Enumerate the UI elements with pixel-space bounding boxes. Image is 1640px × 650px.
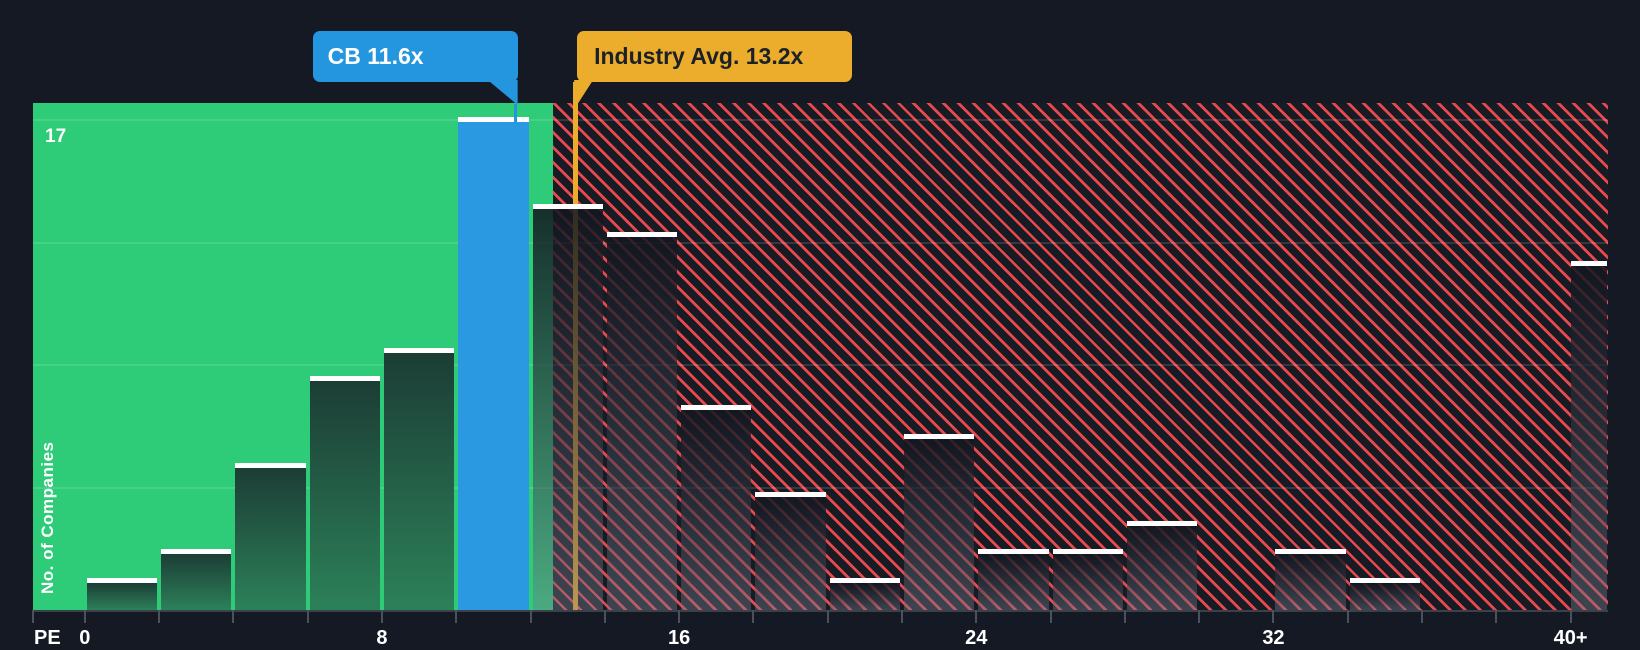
- x-axis-tick: [1421, 610, 1424, 623]
- histogram-bar[interactable]: [978, 549, 1049, 610]
- x-axis-tick: [158, 610, 161, 623]
- x-axis-tick: [752, 610, 755, 623]
- gridline: [33, 486, 1608, 489]
- x-axis-tick: [32, 610, 34, 623]
- industry-avg-tooltip-pointer: [574, 80, 594, 105]
- gridline: [33, 241, 1608, 244]
- x-axis-tick: [900, 610, 903, 623]
- gridline: [33, 364, 1608, 367]
- gridline: [33, 119, 1608, 122]
- x-axis-tick: [1123, 610, 1126, 623]
- histogram-bar[interactable]: [1126, 520, 1198, 610]
- x-axis-label: 40+: [1553, 627, 1588, 649]
- company-marker-tooltip[interactable]: CB 11.6x: [312, 31, 518, 82]
- histogram-bar[interactable]: [1349, 578, 1420, 610]
- histogram-bar[interactable]: [755, 491, 826, 610]
- histogram-bar[interactable]: [86, 578, 158, 610]
- histogram-bar[interactable]: [1275, 549, 1346, 610]
- x-axis-tick: [455, 610, 458, 623]
- histogram-bar[interactable]: [383, 347, 455, 610]
- x-axis-tick: [603, 610, 606, 623]
- histogram-bar[interactable]: [309, 376, 380, 610]
- x-axis-label: 8: [376, 627, 388, 649]
- x-axis-label: 16: [667, 627, 691, 649]
- x-axis-tick: [975, 610, 978, 623]
- x-axis-label: 24: [965, 627, 988, 649]
- x-axis-tick: [83, 610, 86, 623]
- histogram-bar[interactable]: [829, 578, 900, 610]
- x-axis-tick: [232, 610, 235, 623]
- x-axis-tick: [1569, 610, 1572, 623]
- x-axis-tick: [826, 610, 829, 623]
- company-marker-label: CB 11.6x: [327, 43, 424, 69]
- x-axis-tick: [678, 610, 681, 623]
- histogram-bar[interactable]: [1571, 261, 1608, 610]
- x-axis-tick: [1198, 610, 1201, 623]
- company-tooltip-pointer: [487, 80, 518, 105]
- x-axis-unit-label: PE: [34, 627, 61, 649]
- industry-avg-label: Industry Avg. 13.2x: [594, 43, 804, 69]
- x-axis-tick: [1272, 610, 1275, 623]
- industry-avg-tooltip[interactable]: Industry Avg. 13.2x: [577, 31, 853, 82]
- above-company-hatch-zone: [553, 103, 1608, 610]
- x-axis-label: 0: [79, 627, 91, 649]
- x-axis-tick: [306, 610, 309, 623]
- company-bar[interactable]: [458, 117, 529, 610]
- histogram-bar[interactable]: [1052, 549, 1123, 610]
- x-axis-tick: [1495, 610, 1498, 623]
- x-axis-tick: [380, 610, 383, 623]
- y-max-label: 17: [45, 126, 67, 147]
- histogram-bar[interactable]: [903, 434, 975, 610]
- company-marker-connector: [514, 104, 518, 122]
- histogram-bar[interactable]: [532, 203, 603, 610]
- x-axis-tick: [1049, 610, 1052, 623]
- histogram-bar[interactable]: [681, 405, 752, 610]
- histogram-bar[interactable]: [606, 232, 678, 610]
- y-axis-title: No. of Companies: [38, 441, 57, 594]
- x-axis-tick: [529, 610, 532, 623]
- x-axis-label: 32: [1262, 627, 1285, 649]
- x-axis-tick: [1346, 610, 1349, 623]
- x-axis-line: [33, 610, 1608, 612]
- histogram-bar[interactable]: [161, 549, 232, 610]
- histogram-bar[interactable]: [235, 462, 306, 610]
